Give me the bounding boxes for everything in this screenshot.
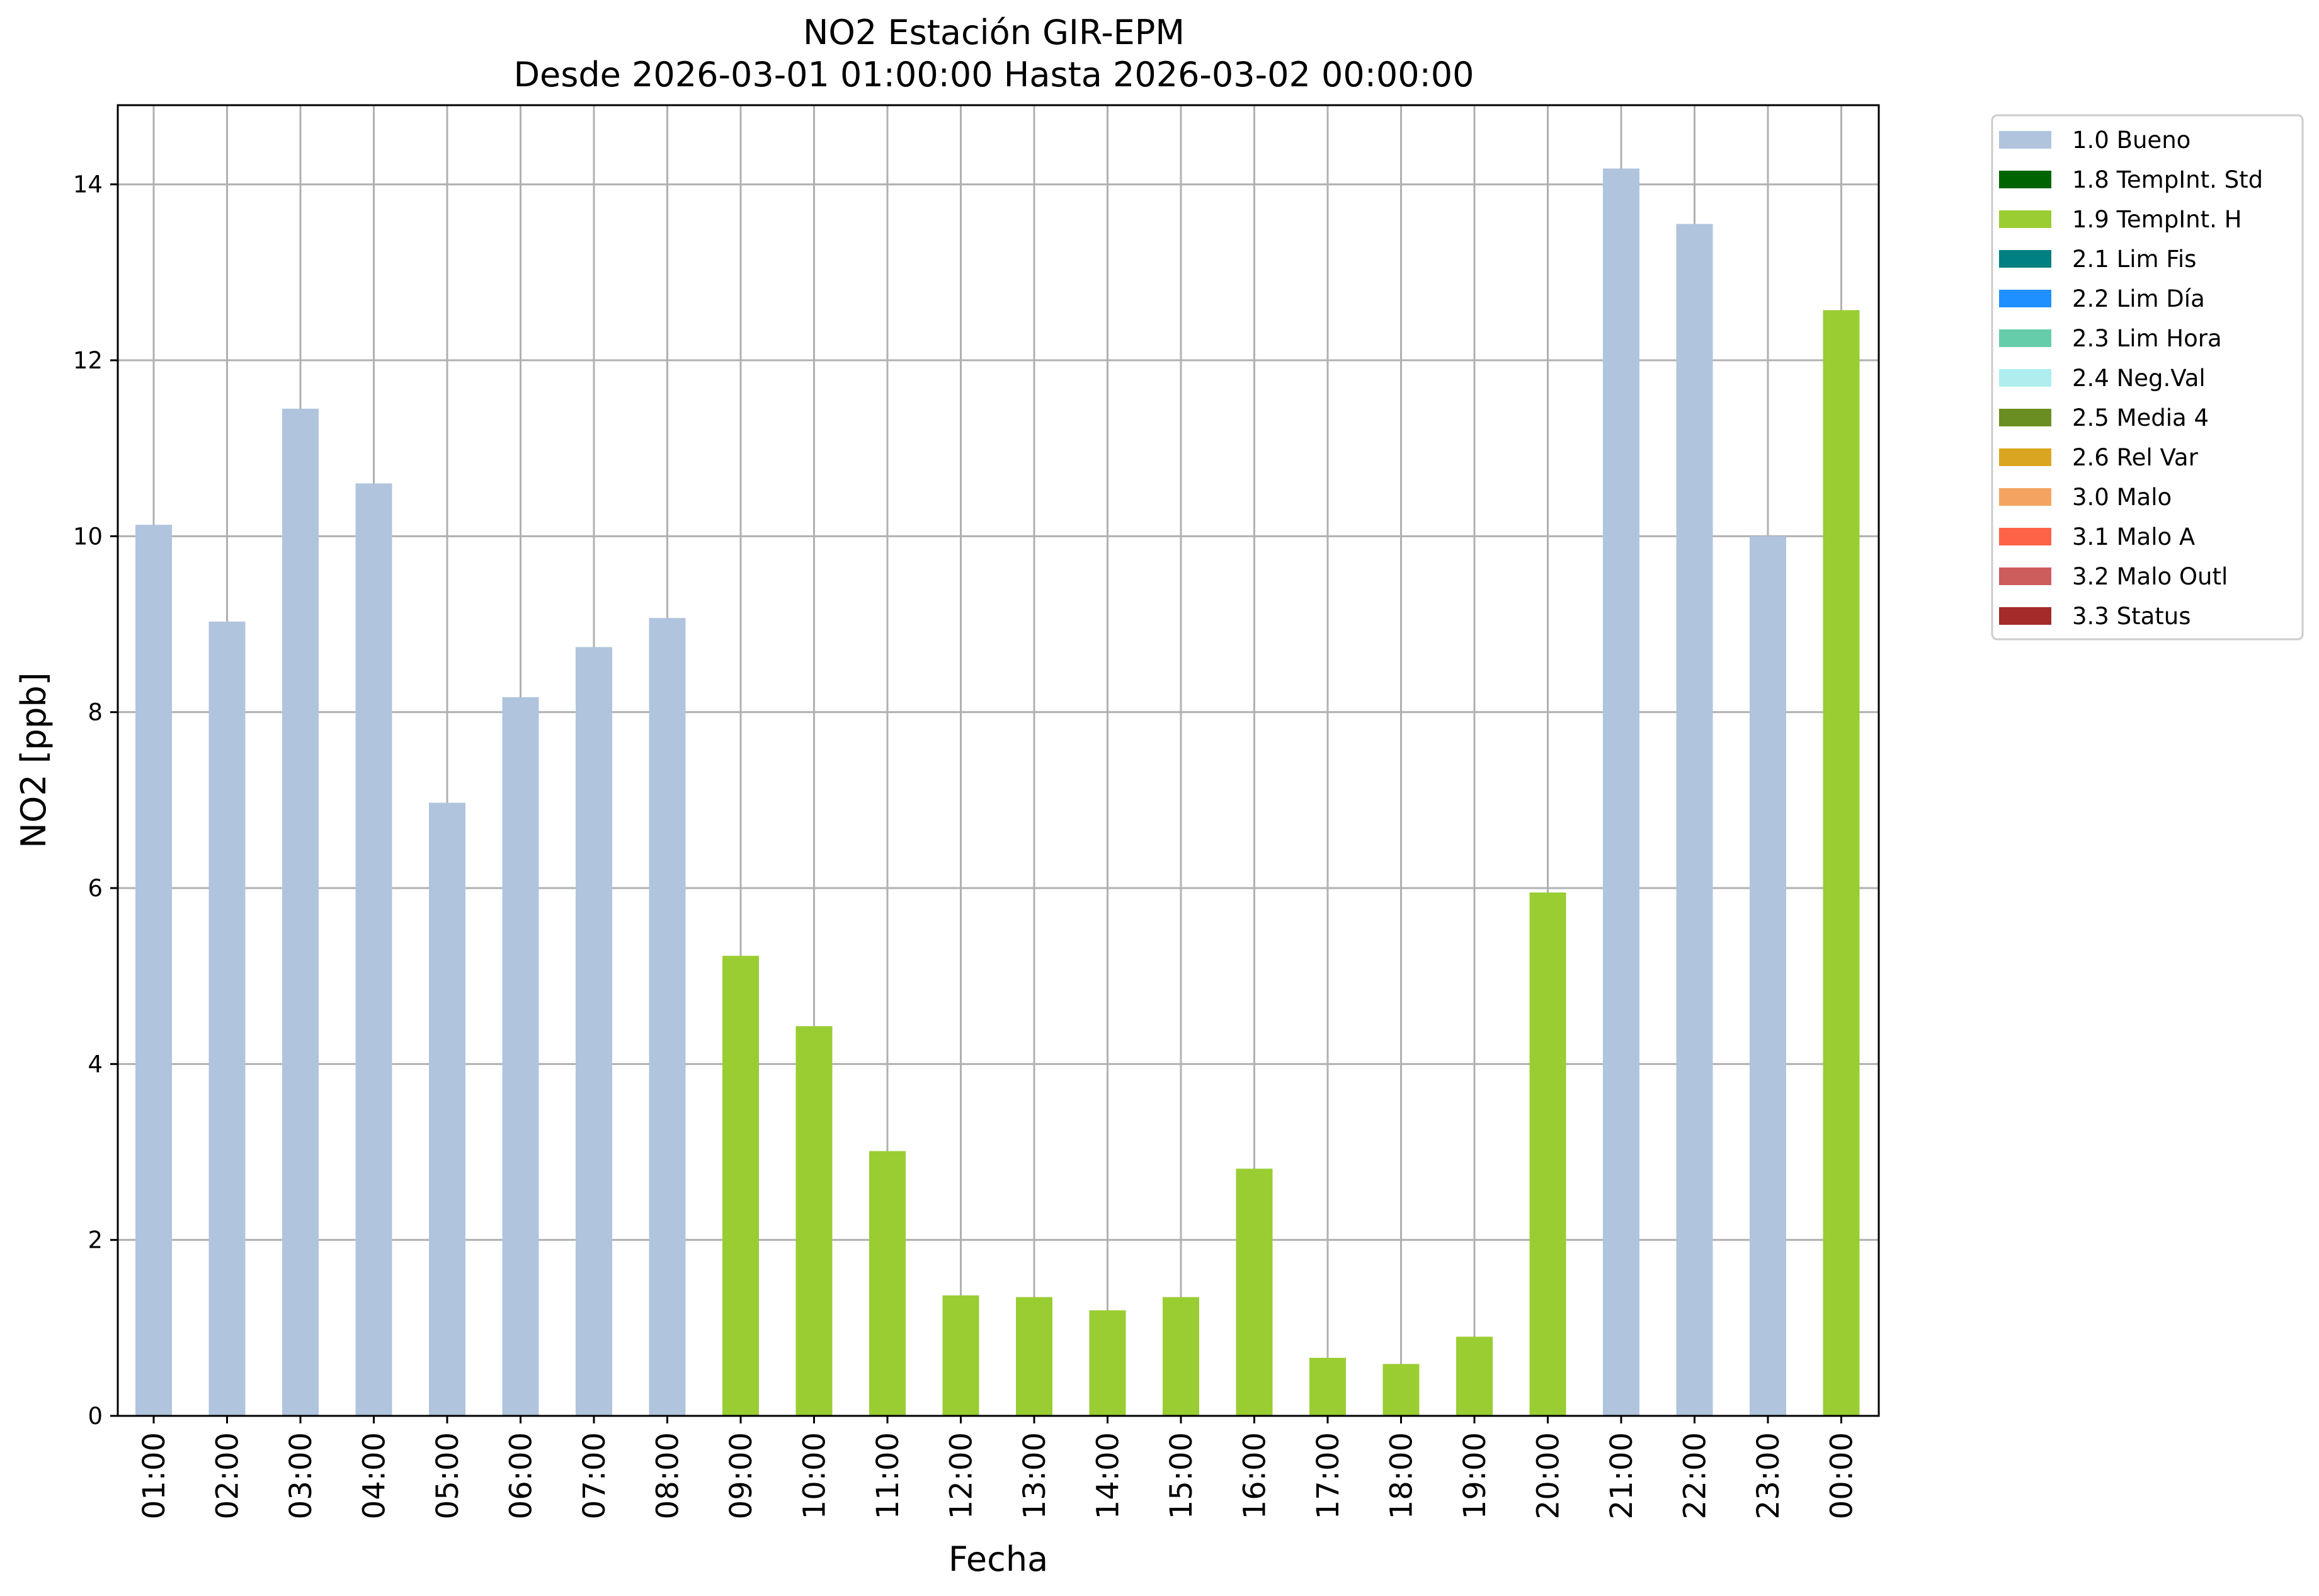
y-tick-label: 0: [88, 1403, 103, 1430]
legend-swatch: [1999, 409, 2051, 426]
legend-label: 2.2 Lim Día: [2072, 285, 2205, 312]
bar: [429, 802, 465, 1416]
x-tick-label: 23:00: [1751, 1432, 1786, 1519]
chart-title: NO2 Estación GIR-EPM: [803, 13, 1185, 52]
legend-label: 3.1 Malo A: [2072, 523, 2195, 550]
legend-swatch: [1999, 567, 2051, 585]
bar: [502, 697, 539, 1416]
legend-label: 1.8 TempInt. Std: [2072, 166, 2263, 193]
legend-label: 3.0 Malo: [2072, 484, 2172, 511]
y-axis-ticks: 0 2 4 6 8 10 12 14: [73, 171, 118, 1430]
x-tick-label: 00:00: [1825, 1432, 1860, 1519]
legend-swatch: [1999, 607, 2051, 625]
y-axis-label: NO2 [ppb]: [14, 672, 54, 848]
legend: 1.0 Bueno 1.8 TempInt. Std 1.9 TempInt. H 2…: [1991, 114, 2304, 641]
x-tick-label: 21:00: [1604, 1432, 1639, 1519]
bar: [1309, 1357, 1346, 1416]
x-tick-label: 13:00: [1017, 1432, 1052, 1519]
legend-swatch: [1999, 171, 2051, 188]
bar: [576, 647, 612, 1416]
bar: [135, 525, 172, 1416]
x-tick-label: 12:00: [944, 1432, 979, 1519]
y-tick-label: 12: [73, 347, 103, 374]
legend-swatch: [1999, 210, 2051, 228]
x-tick-label: 06:00: [504, 1432, 539, 1519]
bar: [869, 1151, 906, 1416]
legend-swatch: [1999, 290, 2051, 307]
legend-swatch: [1999, 448, 2051, 466]
bar: [1236, 1168, 1273, 1416]
bar: [649, 618, 686, 1416]
x-axis-ticks: 01:00 02:00 03:00 04:00 05:00 06:00 07:00 08:00…: [137, 1416, 1860, 1519]
x-tick-label: 09:00: [724, 1432, 759, 1519]
bar: [795, 1026, 833, 1416]
legend-label: 3.3 Status: [2072, 603, 2191, 630]
y-tick-label: 8: [88, 699, 103, 726]
legend-label: 1.9 TempInt. H: [2072, 206, 2242, 233]
x-tick-label: 03:00: [283, 1432, 319, 1519]
legend-swatch: [1999, 528, 2051, 545]
bar: [1603, 168, 1639, 1416]
legend-label: 2.3 Lim Hora: [2072, 325, 2222, 352]
legend-label: 1.0 Bueno: [2072, 127, 2191, 154]
x-tick-label: 18:00: [1384, 1432, 1420, 1519]
x-tick-label: 07:00: [577, 1432, 612, 1519]
x-axis-label: Fecha: [949, 1539, 1048, 1579]
y-tick-label: 14: [73, 171, 103, 198]
bar: [1016, 1297, 1052, 1416]
legend-swatch: [1999, 250, 2051, 268]
legend-label: 2.4 Neg.Val: [2072, 365, 2206, 392]
x-tick-label: 05:00: [430, 1432, 465, 1519]
bar: [1163, 1297, 1199, 1416]
bar: [722, 955, 759, 1416]
legend-swatch: [1999, 488, 2051, 506]
bar: [282, 408, 319, 1416]
x-tick-label: 15:00: [1164, 1432, 1199, 1519]
legend-frame: [1991, 114, 2304, 641]
bars: [135, 168, 1860, 1416]
legend-label: 2.6 Rel Var: [2072, 444, 2199, 471]
plot-frame: [117, 104, 1880, 1417]
y-tick-label: 10: [73, 523, 103, 550]
x-tick-label: 14:00: [1091, 1432, 1126, 1519]
x-tick-label: 20:00: [1531, 1432, 1566, 1519]
x-tick-label: 19:00: [1457, 1432, 1493, 1519]
legend-label: 3.2 Malo Outl: [2072, 563, 2228, 590]
legend-label: 2.1 Lim Fis: [2072, 246, 2196, 273]
bar: [208, 621, 246, 1416]
legend-swatch: [1999, 329, 2051, 347]
bar: [1676, 224, 1713, 1416]
y-tick-label: 6: [88, 875, 103, 902]
x-tick-label: 11:00: [870, 1432, 906, 1519]
bar: [1823, 310, 1860, 1416]
x-tick-label: 01:00: [137, 1432, 172, 1519]
legend-swatch: [1999, 131, 2051, 149]
x-tick-label: 10:00: [797, 1432, 833, 1519]
y-tick-label: 2: [88, 1227, 103, 1254]
x-tick-label: 22:00: [1678, 1432, 1713, 1519]
bar: [1750, 536, 1786, 1416]
x-tick-label: 16:00: [1238, 1432, 1273, 1519]
x-tick-label: 02:00: [210, 1432, 246, 1519]
bar: [1529, 892, 1566, 1416]
x-tick-label: 04:00: [357, 1432, 392, 1519]
y-tick-label: 4: [88, 1051, 103, 1078]
bar: [1089, 1310, 1126, 1416]
legend-swatch: [1999, 369, 2051, 387]
chart-subtitle: Desde 2026-03-01 01:00:00 Hasta 2026-03-…: [513, 55, 1474, 94]
bar: [942, 1295, 979, 1416]
x-tick-label: 08:00: [651, 1432, 686, 1519]
legend-label: 2.5 Media 4: [2072, 404, 2209, 431]
bar: [1456, 1337, 1493, 1416]
x-tick-label: 17:00: [1311, 1432, 1346, 1519]
bar: [355, 483, 392, 1416]
bar: [1382, 1364, 1420, 1416]
